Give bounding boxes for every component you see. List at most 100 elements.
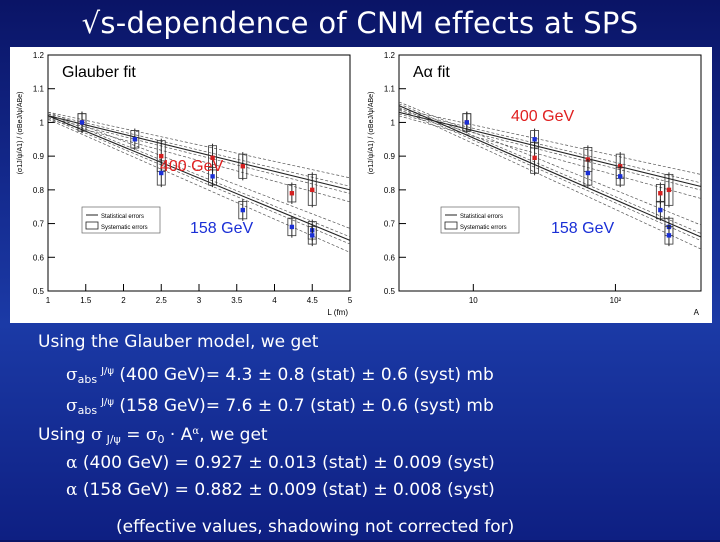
legend-syst-marker [444,221,458,230]
alpha-symbol: α [66,480,78,500]
data-point [658,191,663,196]
data-point [658,207,663,213]
plot-frame [398,54,702,292]
sigma-symbol: σ [66,396,78,416]
y-tick-label: 0.9 [33,152,45,161]
y-tick-label: 1 [40,118,45,127]
slide-title: √s-dependence of CNM effects at SPS [81,6,639,40]
y-axis-label: (σ1J/ψ/A1) / (σBeJ/ψ/ABe) [17,92,24,175]
legend-syst-label: Systematic errors [460,225,507,231]
data-point [210,155,215,161]
data-point [79,120,85,125]
legend-syst-marker [85,221,99,230]
caption-line-glauber: Using the Glauber model, we get [38,328,318,357]
y-tick-label: 0.5 [33,287,45,296]
x-tick-label: 10 [469,296,478,305]
x-axis-label: A [694,308,700,317]
jpsi-superscript: J/ψ [101,397,114,408]
syst-error-box [238,200,248,220]
y-tick-label: 1.1 [384,85,396,94]
fit-error-band [398,108,702,175]
y-tick-label: 0.7 [33,220,45,229]
fit-error-band [398,108,702,250]
fit-line [47,115,351,241]
syst-error-box [615,167,625,186]
legend-stat-label: Statistical errors [460,214,503,220]
data-point [289,191,295,196]
y-tick-label: 0.5 [384,287,396,296]
x-tick-label: 2 [121,296,126,305]
dot-a: · A [164,425,193,445]
fit-error-band [47,118,351,253]
sigma-abs-158: σabsJ/ψ (158 GeV)= 7.6 ± 0.7 (stat) ± 0.… [66,388,494,425]
sigma-abs-400-value: (400 GeV)= 4.3 ± 0.8 (stat) ± 0.6 (syst)… [114,365,494,385]
alpha-400-result: α (400 GeV) = 0.927 ± 0.013 (stat) ± 0.0… [66,449,495,478]
shadowing-note-text: (effective values, shadowing not correct… [116,517,515,537]
fit-error-band [398,113,702,191]
data-point [310,233,315,238]
sigma-symbol: σ [66,365,78,385]
glauber-fit-chart: 0.5 0.6 0.7 0.8 0.9 1 1.1 1.2 1 1.5 2 2.5 3 3.5 4 4.5 5L… [17,51,353,317]
energy-label-400: 400 GeV [511,108,574,125]
syst-error-box [664,173,674,206]
jpsi-superscript: J/ψ [101,366,114,377]
abs-subscript: abs [77,404,98,417]
data-point [240,164,245,169]
y-tick-label: 0.8 [33,186,45,195]
energy-label-400: 400 GeV [160,158,223,175]
sigma-abs-158-value: (158 GeV)= 7.6 ± 0.7 (stat) ± 0.6 (syst)… [114,396,494,416]
data-point [532,137,537,142]
equals-sign: = [120,425,146,445]
data-point [532,155,537,161]
x-tick-label: 3 [197,296,202,305]
abs-subscript: abs [77,373,98,386]
data-point [464,120,470,125]
legend-syst-label: Systematic errors [101,225,148,231]
y-tick-label: 1 [391,118,396,127]
data-point [159,170,164,176]
data-point [666,187,672,193]
data-point [666,233,672,238]
x-tick-label: 1 [46,296,51,305]
alpha-fit-chart: 0.5 0.6 0.7 0.8 0.9 1 1.1 1.2 10 10² A (σ1J/ψ/A1) /… [368,51,702,317]
fit-error-band [47,117,351,194]
syst-error-box [307,173,317,206]
sigma-abs-400: σabsJ/ψ (400 GeV)= 4.3 ± 0.8 (stat) ± 0.… [66,357,494,394]
fit-error-band [47,117,351,245]
x-tick-label: 1.5 [80,296,92,305]
data-point [240,207,245,213]
fit-error-band [398,110,702,184]
fit-line [398,105,702,238]
caption-line-alpha: Using σ J/ψ = σ0 · Aα, we get [38,417,268,454]
syst-error-box [462,113,472,132]
y-tick-label: 1.2 [384,51,396,60]
y-axis-label: (σ1J/ψ/A1) / (σBeJ/ψ/ABe) [368,92,375,175]
x-tick-label: 3.5 [231,296,243,305]
syst-error-box [156,160,166,186]
caption-text: Using [38,425,91,445]
y-tick-label: 0.9 [384,152,396,161]
y-tick-label: 1.2 [33,51,45,60]
caption-text: , we get [199,425,268,445]
data-point [210,174,215,179]
fit-error-band [398,107,702,241]
x-tick-label: 4 [272,296,277,305]
sigma-symbol: σ [145,425,158,445]
y-tick-label: 0.7 [384,220,396,229]
x-tick-label: 4.5 [307,296,319,305]
alpha-158-value: (158 GeV) = 0.882 ± 0.009 (stat) ± 0.008… [77,480,495,500]
y-tick-label: 0.6 [33,253,45,262]
syst-error-box [238,153,248,179]
data-point [585,170,591,176]
data-point [310,187,315,193]
alpha-400-value: (400 GeV) = 0.927 ± 0.013 (stat) ± 0.009… [77,453,495,473]
y-tick-label: 1.1 [33,85,45,94]
jpsi-subscript: J/ψ [106,433,121,446]
data-point [289,224,295,230]
syst-error-box [583,160,593,186]
alpha-158-result: α (158 GeV) = 0.882 ± 0.009 (stat) ± 0.0… [66,476,495,505]
fit-error-band [47,113,351,238]
fit-error-band [398,115,702,199]
zero-subscript: 0 [157,433,165,446]
syst-error-box [287,184,297,203]
